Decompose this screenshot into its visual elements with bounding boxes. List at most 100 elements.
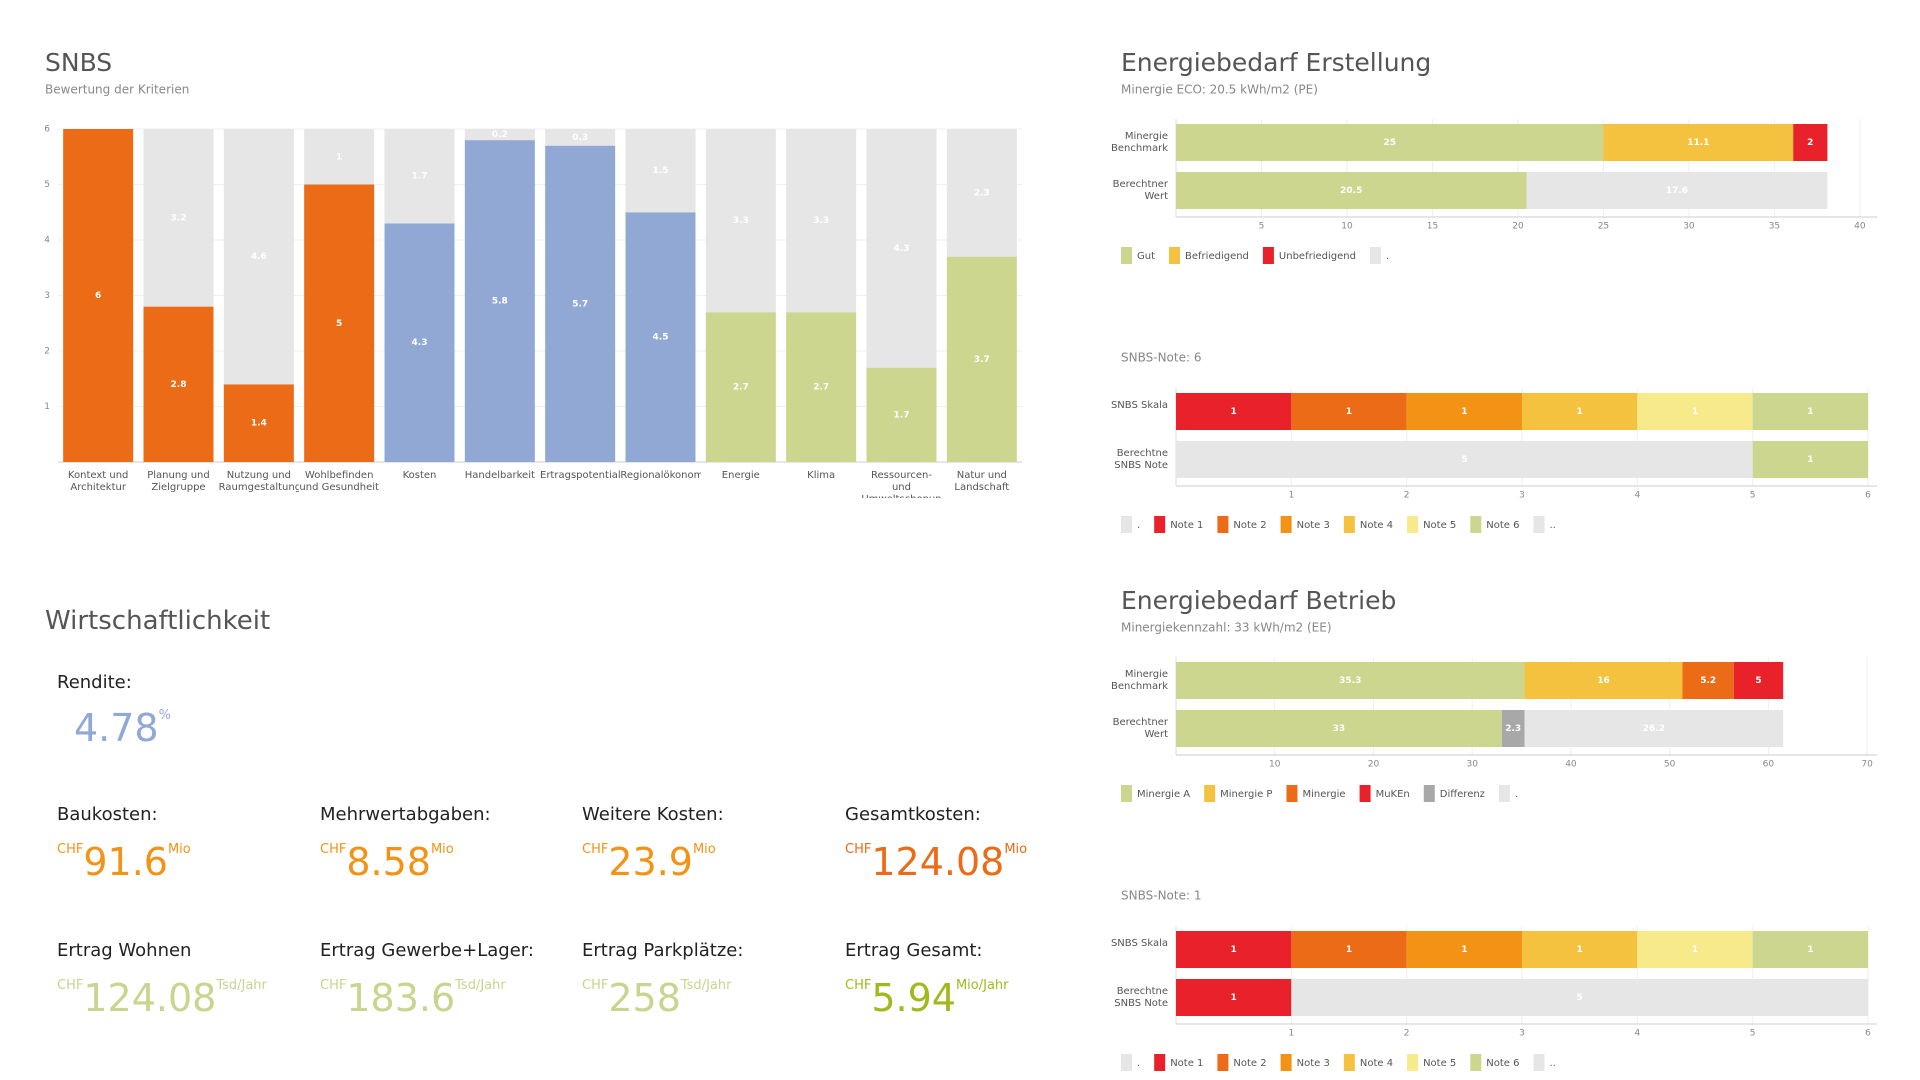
kpi-prefix: CHF <box>57 842 84 857</box>
bar-segment <box>143 306 214 462</box>
legend-label: . <box>1386 251 1389 262</box>
legend-label: Note 6 <box>1486 1058 1519 1069</box>
x-tick-label: 10 <box>1269 760 1281 770</box>
data-label: 5 <box>1755 676 1761 686</box>
kpi-number: 124.08 <box>871 840 1005 884</box>
kpi-label: Gesamtkosten: <box>845 804 981 825</box>
bar-segment <box>1501 710 1525 747</box>
data-label: 1 <box>1231 945 1237 955</box>
kpi-label: Ertrag Gewerbe+Lager: <box>320 940 534 961</box>
data-label: 5.2 <box>1700 676 1716 686</box>
x-tick-label: Wohlbefinden und Gesundheit <box>299 470 379 493</box>
bar-segment <box>1176 393 1292 430</box>
legend-swatch <box>1470 1054 1482 1071</box>
x-tick-label: 6 <box>1865 491 1871 501</box>
x-tick-label: Planung und Zielgruppe <box>147 470 210 493</box>
kpi-value: CHF5.94Mio/Jahr <box>845 976 1009 1020</box>
legend-swatch <box>1286 785 1298 802</box>
kpi-number: 124.08 <box>83 976 217 1020</box>
legend-label: Note 1 <box>1170 1058 1203 1069</box>
legend-label: Befriedigend <box>1185 251 1249 262</box>
kpi-value: 4.78% <box>74 706 171 750</box>
x-tick-label: Natur und Landschaft <box>954 470 1010 493</box>
x-tick-label: 1 <box>1288 1029 1294 1039</box>
data-label: 35.3 <box>1339 676 1361 686</box>
x-tick-label: 5 <box>1259 222 1265 232</box>
legend-swatch <box>1369 247 1381 264</box>
bar-segment <box>1733 662 1784 699</box>
legend-label: Note 2 <box>1233 520 1266 531</box>
bar-segment <box>1524 662 1683 699</box>
x-tick-label: 35 <box>1769 222 1780 232</box>
kpi-prefix: CHF <box>845 978 872 993</box>
legend-swatch <box>1343 516 1355 533</box>
chart-title: SNBS-Note: 1 <box>1121 889 1201 903</box>
kpi-label: Ertrag Parkplätze: <box>582 940 744 961</box>
bar-segment <box>946 256 1017 462</box>
legend-label: Note 6 <box>1486 520 1519 531</box>
bar-segment <box>1291 931 1407 968</box>
data-label: 1 <box>1807 455 1813 465</box>
bar-segment <box>705 129 776 313</box>
data-label: 4.3 <box>894 244 910 254</box>
data-label: 4.6 <box>251 252 267 262</box>
bar-segment <box>464 140 535 462</box>
bar-segment <box>1176 710 1502 747</box>
data-label: 2.7 <box>733 383 749 393</box>
legend-swatch <box>1217 1054 1229 1071</box>
legend-label: Note 2 <box>1233 1058 1266 1069</box>
kpi-value: CHF8.58Mio <box>320 840 454 884</box>
chart-title: Energiebedarf Erstellung <box>1121 48 1431 77</box>
data-label: 5.7 <box>572 299 588 309</box>
legend-swatch <box>1280 516 1292 533</box>
data-label: 6 <box>95 291 101 301</box>
y-tick-label: Berechtner Wert <box>1112 178 1168 202</box>
kpi-number: 183.6 <box>346 976 456 1020</box>
legend-swatch <box>1533 516 1545 533</box>
data-label: 2.3 <box>1505 724 1521 734</box>
bar-segment <box>866 129 937 368</box>
data-label: 20.5 <box>1340 186 1362 196</box>
kpi-suffix: Mio/Jahr <box>955 978 1009 993</box>
legend-swatch <box>1169 247 1181 264</box>
y-tick-label: Berechtner Wert <box>1112 716 1168 740</box>
x-tick-label: 60 <box>1763 760 1775 770</box>
bar-segment <box>786 312 857 462</box>
data-label: 1 <box>1692 945 1698 955</box>
y-tick-label: Berechtne SNBS Note <box>1114 985 1168 1009</box>
kpi-label: Ertrag Wohnen <box>57 940 192 961</box>
legend-label: Differenz <box>1440 789 1485 800</box>
x-tick-label: 10 <box>1341 222 1353 232</box>
bar-segment <box>1406 393 1522 430</box>
bar-segment <box>866 367 937 462</box>
bar-segment <box>1176 662 1525 699</box>
data-label: 0.2 <box>492 130 508 140</box>
legend-swatch <box>1470 516 1482 533</box>
data-label: 2.7 <box>813 383 829 393</box>
legend-swatch <box>1343 1054 1355 1071</box>
kpi-prefix: CHF <box>57 978 84 993</box>
bar-segment <box>143 129 214 307</box>
legend-label: .. <box>1550 1058 1556 1069</box>
bar-segment <box>1603 124 1794 161</box>
kpi-prefix: CHF <box>582 842 609 857</box>
x-tick-label: Ressourcen- und Umweltschonung <box>861 470 941 498</box>
legend-swatch <box>1204 785 1216 802</box>
legend-label: Note 5 <box>1423 1058 1456 1069</box>
kpi-number: 8.58 <box>346 840 431 884</box>
x-tick-label: 15 <box>1427 222 1438 232</box>
bar-segment <box>1752 931 1868 968</box>
x-tick-label: Klima <box>807 470 836 481</box>
legend-label: . <box>1515 789 1518 800</box>
kpi-label: Ertrag Gesamt: <box>845 940 983 961</box>
kpi-number: 91.6 <box>83 840 168 884</box>
kpi-number: 258 <box>608 976 681 1020</box>
bar-segment <box>1291 979 1868 1016</box>
x-tick-label: Kontext und Architektur <box>67 470 129 493</box>
chart-subtitle: Minergiekennzahl: 33 kWh/m2 (EE) <box>1121 621 1332 635</box>
x-tick-label: Nutzung und Raumgestaltung <box>218 470 299 493</box>
data-label: 1 <box>1692 407 1698 417</box>
bar-segment <box>1291 393 1407 430</box>
x-tick-label: Ertragspotential <box>540 470 621 481</box>
